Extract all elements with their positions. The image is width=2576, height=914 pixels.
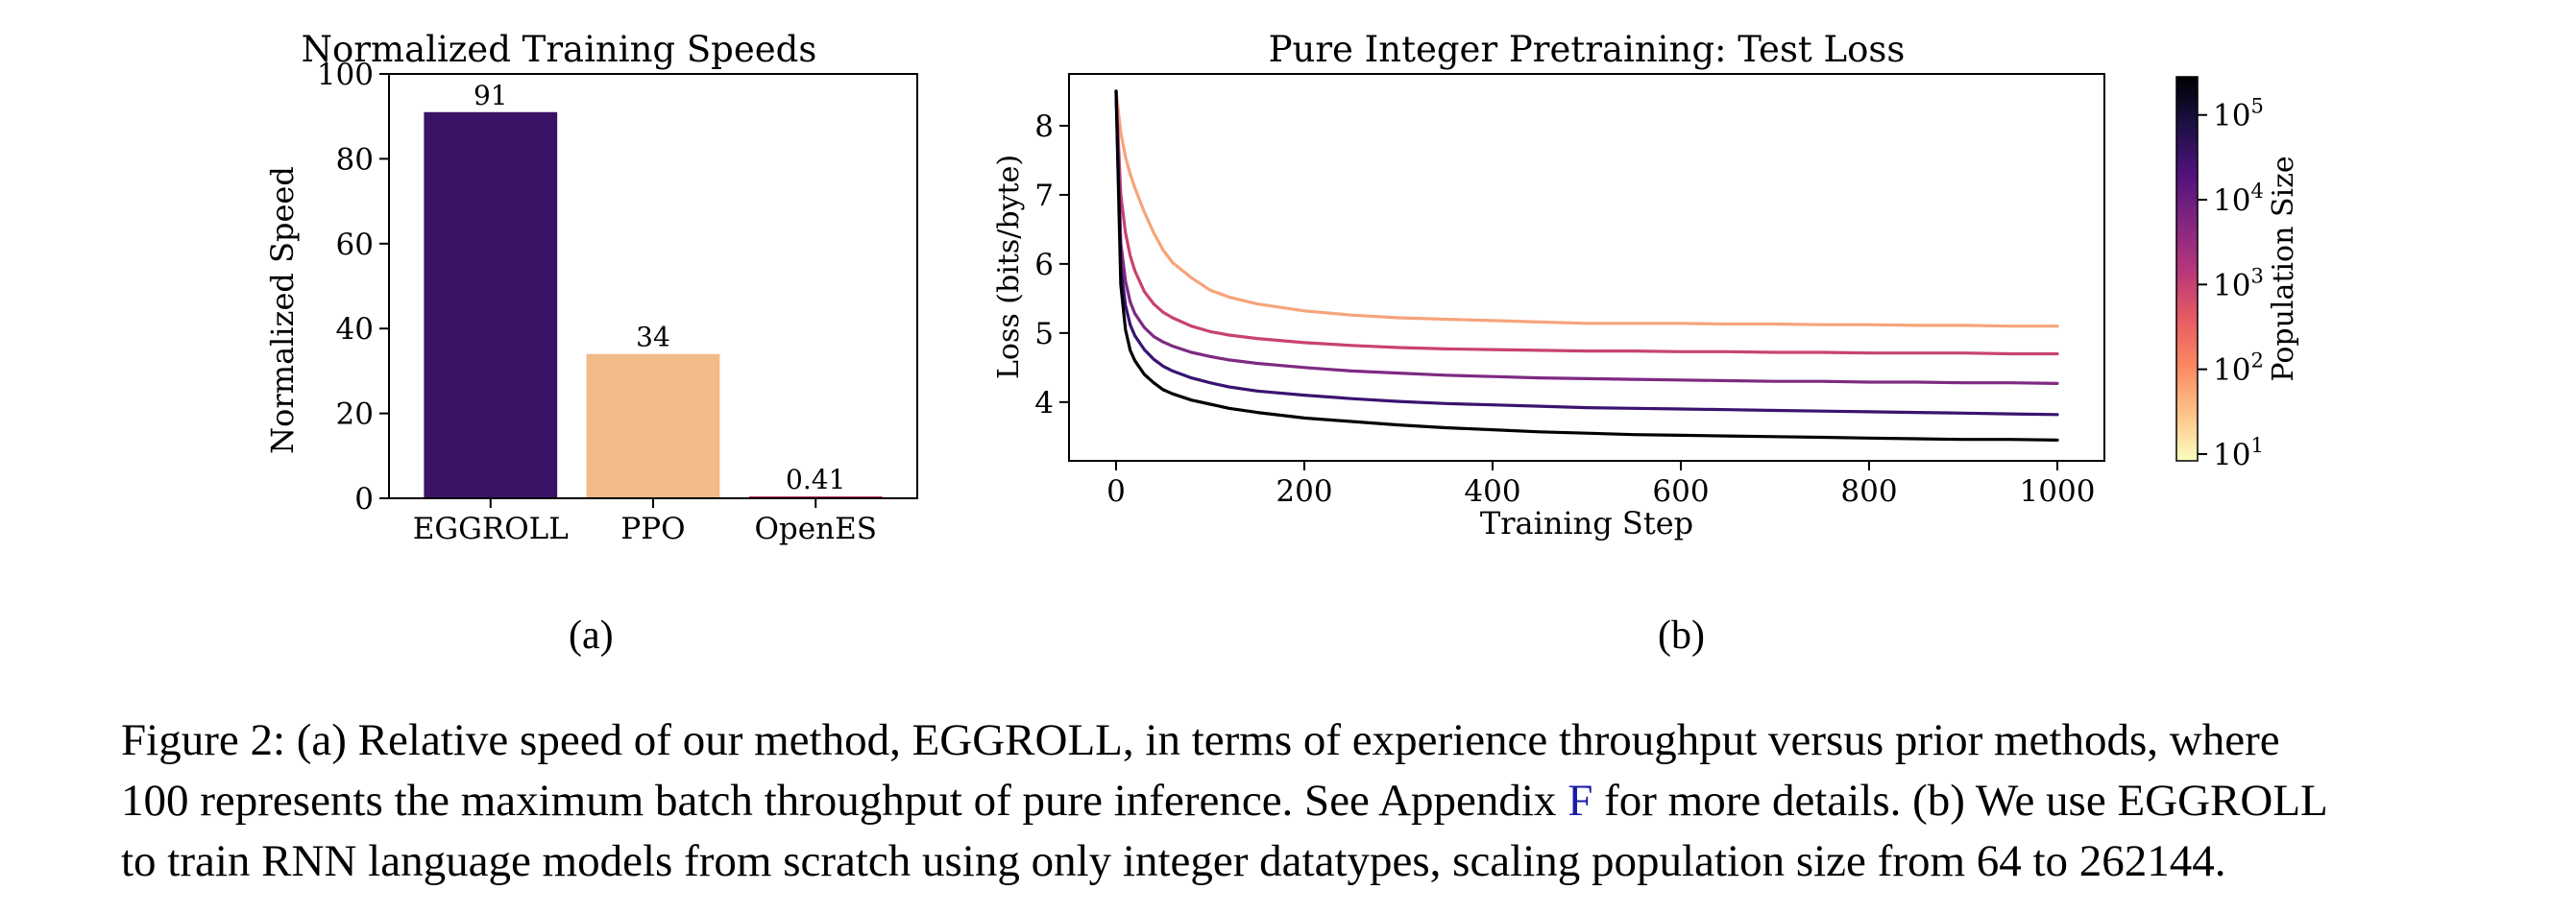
line-xtick-label: 200 [1276,474,1332,509]
line-ytick-label: 7 [1034,179,1054,213]
bar-value-label: 91 [474,80,508,111]
line-chart-series [1114,89,2059,442]
figure-caption: Figure 2: (a) Relative speed of our meth… [121,710,2541,892]
line-chart-frame [1068,73,2105,462]
colorbar-tick-label: 101 [2213,434,2264,472]
caption-line-2-rest: for more details. (b) We use EGGROLL [1592,776,2328,826]
subfigure-label-a: (a) [569,613,614,658]
line-ytick-label: 8 [1034,109,1054,144]
line-ytick-label: 4 [1034,386,1054,421]
loss-line-pop-32768 [1114,89,2059,417]
line-chart-test-loss: Pure Integer Pretraining: Test Loss Loss… [992,29,2105,541]
bar-ytick-label: 60 [336,228,374,262]
bar-chart-normalized-speeds: Normalized Training Speeds Normalized Sp… [264,29,918,546]
line-chart-ylabel: Loss (bits/byte) [992,155,1026,379]
colorbar-population-size: 105 104 103 102 101 Population Size [2175,76,2300,472]
bar-ytick-label: 100 [317,58,374,92]
line-xtick-label: 400 [1464,474,1520,509]
figure-2: Normalized Training Speeds Normalized Sp… [264,29,2300,658]
bar-xtick-label: PPO [620,512,685,546]
caption-line-3: to train RNN language models from scratc… [121,836,2226,886]
bar-ytick-label: 20 [336,397,374,432]
colorbar-label: Population Size [2267,156,2300,381]
caption-line-1: Figure 2: (a) Relative speed of our meth… [121,715,2280,765]
subfigure-label-b: (b) [1658,613,1705,658]
line-chart-y-axis: 4 5 6 7 8 [1034,109,1069,421]
bar-xtick-label: EGGROLL [413,512,569,546]
figure-svg: Normalized Training Speeds Normalized Sp… [264,29,2300,546]
bar-chart-frame [388,73,918,499]
line-xtick-label: 600 [1652,474,1709,509]
line-chart-title: Pure Integer Pretraining: Test Loss [1269,29,1906,70]
line-xtick-label: 0 [1106,474,1126,509]
line-chart-x-axis: 0 200 400 600 800 1000 [1106,461,2095,509]
bar-ytick-label: 40 [336,312,374,347]
bar-value-label: 0.41 [786,464,845,495]
loss-line-pop-4096 [1114,89,2059,385]
bar-chart-bars: 91 34 0.41 [424,80,883,498]
bar-ytick-label: 0 [354,482,374,517]
appendix-f-link[interactable]: F [1567,776,1593,826]
bar-chart-y-axis: 0 20 40 60 80 100 [317,58,389,517]
bar-ytick-label: 80 [336,142,374,177]
caption-line-2-text: 100 represents the maximum batch through… [121,776,1568,826]
loss-line-pop-262144 [1114,89,2059,442]
line-ytick-label: 5 [1034,317,1054,351]
bar-xtick-label: OpenES [755,512,877,546]
line-xtick-label: 1000 [2020,474,2096,509]
line-ytick-label: 6 [1034,248,1054,282]
bar-chart-ylabel: Normalized Speed [264,166,301,454]
caption-line-2: 100 represents the maximum batch through… [121,771,2541,831]
colorbar-tick-label: 105 [2213,95,2264,133]
colorbar-ticks: 105 104 103 102 101 [2198,95,2264,472]
colorbar-tick-label: 102 [2213,349,2264,388]
bar-ppo [586,353,720,498]
loss-line-pop-64 [1114,89,2059,328]
bar-chart-title: Normalized Training Speeds [302,29,817,70]
line-chart-xlabel: Training Step [1480,505,1693,541]
colorbar-gradient [2175,76,2199,462]
loss-line-pop-512 [1114,89,2059,356]
bar-chart-x-axis: EGGROLL PPO OpenES [413,498,877,546]
colorbar-tick-label: 103 [2213,264,2264,302]
line-xtick-label: 800 [1840,474,1897,509]
bar-eggroll [424,111,558,498]
bar-value-label: 34 [636,322,670,353]
colorbar-tick-label: 104 [2213,180,2264,218]
